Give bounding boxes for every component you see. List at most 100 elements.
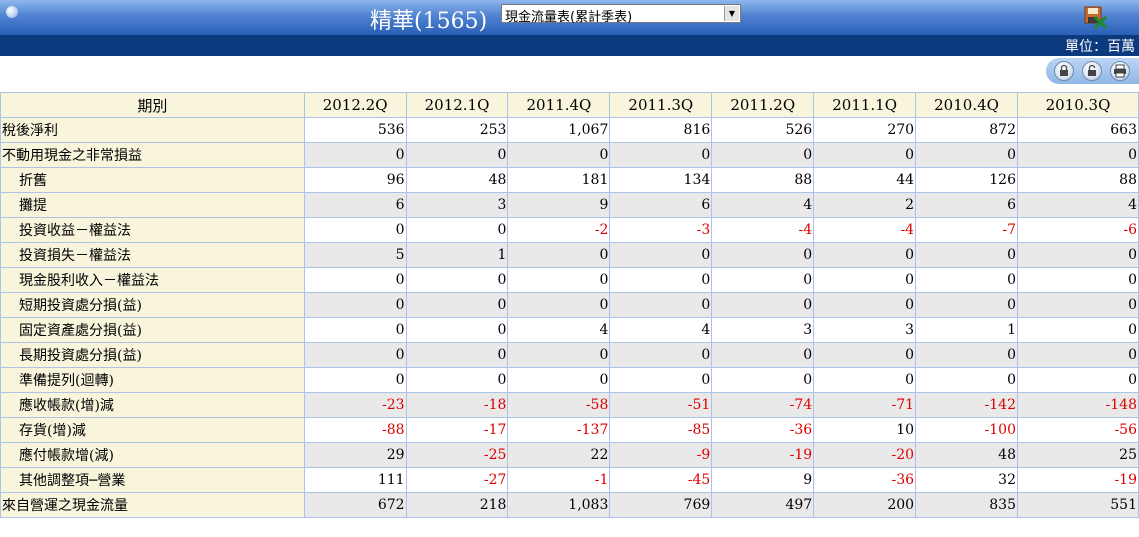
table-cell: 200 (813, 492, 917, 518)
table-cell: 4 (711, 192, 815, 218)
table-cell: 0 (405, 267, 509, 293)
row-label: 長期投資處分損(益) (0, 342, 305, 368)
table-row: 不動用現金之非常損益 0 0 0 0 0 0 0 0 (0, 142, 1139, 168)
table-cell: 0 (813, 142, 917, 168)
period-header: 2010.4Q (915, 92, 1018, 118)
table-cell: 0 (711, 267, 815, 293)
table-cell: 0 (609, 292, 713, 318)
table-cell: -20 (813, 442, 917, 468)
table-row: 應付帳款增(減) 29 -25 22 -9 -19 -20 48 25 (0, 442, 1139, 468)
table-cell: 0 (303, 292, 407, 318)
table-cell: 0 (609, 367, 713, 393)
table-cell: 3 (711, 317, 815, 343)
table-cell: 0 (813, 292, 917, 318)
table-cell: 0 (303, 317, 407, 343)
period-header: 2010.3Q (1017, 92, 1139, 118)
table-cell: 2 (813, 192, 917, 218)
table-cell: 0 (915, 242, 1018, 268)
table-cell: 1 (915, 317, 1018, 343)
row-label: 固定資產處分損(益) (0, 317, 305, 343)
period-header: 2011.2Q (711, 92, 815, 118)
table-cell: 0 (507, 342, 611, 368)
table-cell: -100 (915, 417, 1018, 443)
table-cell: -1 (507, 467, 611, 493)
table-cell: 0 (813, 267, 917, 293)
table-cell: -6 (1017, 217, 1139, 243)
table-cell: 3 (813, 317, 917, 343)
table-row: 準備提列(迴轉) 0 0 0 0 0 0 0 0 (0, 367, 1139, 393)
table-cell: -4 (813, 217, 917, 243)
period-header-label: 期別 (0, 92, 305, 118)
table-cell: 253 (405, 117, 509, 143)
table-row: 投資損失－權益法 5 1 0 0 0 0 0 0 (0, 242, 1139, 268)
table-header-row: 期別 2012.2Q 2012.1Q 2011.4Q 2011.3Q 2011.2Q 201… (0, 92, 1139, 118)
table-cell: 0 (507, 242, 611, 268)
row-label: 攤提 (0, 192, 305, 218)
table-cell: -19 (711, 442, 815, 468)
unlock-icon[interactable] (1082, 61, 1102, 81)
table-cell: 1,083 (507, 492, 611, 518)
table-cell: 0 (303, 217, 407, 243)
table-cell: 4 (1017, 192, 1139, 218)
chevron-down-icon[interactable]: ▼ (724, 6, 739, 21)
lock-icon[interactable] (1054, 61, 1074, 81)
row-label: 折舊 (0, 167, 305, 193)
report-type-select[interactable]: 現金流量表(累計季表) ▼ (501, 4, 741, 25)
table-cell: 6 (915, 192, 1018, 218)
table-cell: 0 (1017, 317, 1139, 343)
report-type-select-value: 現金流量表(累計季表) (505, 10, 633, 25)
table-cell: -7 (915, 217, 1018, 243)
table-cell: 10 (813, 417, 917, 443)
table-cell: 4 (609, 317, 713, 343)
table-cell: 0 (405, 142, 509, 168)
table-cell: -25 (405, 442, 509, 468)
save-to-excel-icon[interactable] (1083, 5, 1107, 29)
period-header: 2012.1Q (405, 92, 509, 118)
row-label: 準備提列(迴轉) (0, 367, 305, 393)
table-cell: -74 (711, 392, 815, 418)
table-cell: 88 (1017, 167, 1139, 193)
bullet-icon (6, 6, 18, 18)
period-header: 2011.3Q (609, 92, 713, 118)
unit-bar: 單位：百萬 (0, 35, 1139, 56)
print-icon[interactable] (1110, 61, 1130, 81)
table-row: 投資收益－權益法 0 0 -2 -3 -4 -4 -7 -6 (0, 217, 1139, 243)
table-cell: 4 (507, 317, 611, 343)
table-cell: 218 (405, 492, 509, 518)
table-cell: 3 (405, 192, 509, 218)
table-cell: 88 (711, 167, 815, 193)
table-cell: 835 (915, 492, 1018, 518)
table-cell: 96 (303, 167, 407, 193)
table-cell: 0 (915, 367, 1018, 393)
table-cell: 0 (813, 242, 917, 268)
table-cell: -148 (1017, 392, 1139, 418)
table-cell: 816 (609, 117, 713, 143)
table-cell: 0 (609, 267, 713, 293)
table-cell: -88 (303, 417, 407, 443)
table-cell: 0 (711, 342, 815, 368)
table-cell: 0 (1017, 142, 1139, 168)
table-cell: -51 (609, 392, 713, 418)
table-cell: 44 (813, 167, 917, 193)
row-label: 短期投資處分損(益) (0, 292, 305, 318)
table-cell: 5 (303, 242, 407, 268)
table-cell: 0 (507, 292, 611, 318)
table-cell: -142 (915, 392, 1018, 418)
table-cell: 0 (405, 342, 509, 368)
period-header: 2012.2Q (303, 92, 407, 118)
row-label: 現金股利收入－權益法 (0, 267, 305, 293)
table-cell: 6 (303, 192, 407, 218)
table-row: 來自營運之現金流量 672 218 1,083 769 497 200 835 551 (0, 492, 1139, 518)
table-cell: 0 (813, 367, 917, 393)
table-cell: 0 (507, 367, 611, 393)
table-cell: 769 (609, 492, 713, 518)
table-cell: -4 (711, 217, 815, 243)
table-cell: 0 (1017, 342, 1139, 368)
table-cell: 536 (303, 117, 407, 143)
row-label: 不動用現金之非常損益 (0, 142, 305, 168)
table-cell: -9 (609, 442, 713, 468)
table-cell: -56 (1017, 417, 1139, 443)
cash-flow-table: 期別 2012.2Q 2012.1Q 2011.4Q 2011.3Q 2011.2Q 201… (0, 92, 1139, 518)
table-row: 稅後淨利 536 253 1,067 816 526 270 872 663 (0, 117, 1139, 143)
table-cell: 0 (303, 367, 407, 393)
